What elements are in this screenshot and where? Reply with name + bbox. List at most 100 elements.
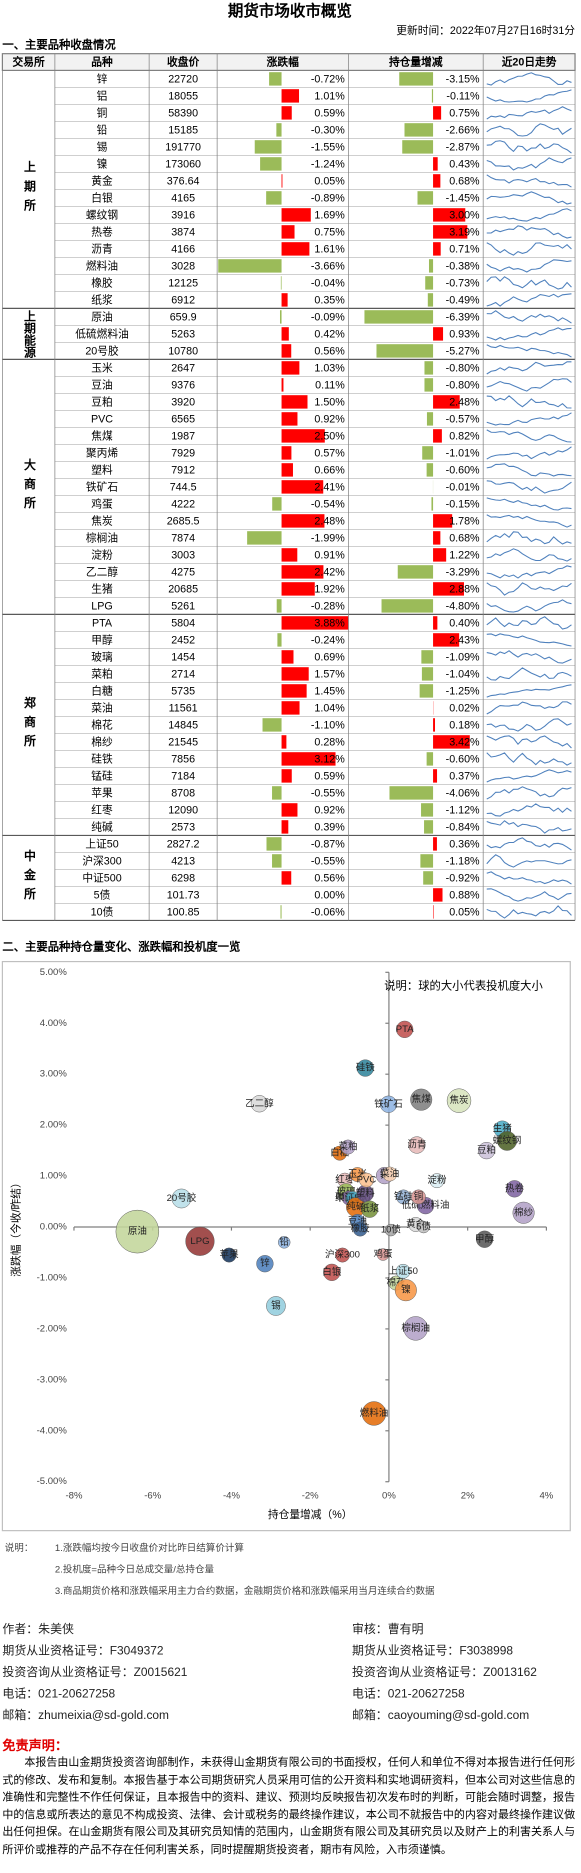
oi-value: 0.93% — [449, 328, 480, 340]
trend-line — [486, 803, 572, 817]
change-value: -0.24% — [311, 634, 345, 646]
x-axis-title: 持仓量增减（%） — [268, 1508, 353, 1521]
bubble-label: 低硫燃料油 — [402, 1199, 450, 1211]
bubble — [250, 1095, 268, 1113]
change-value: 0.05% — [314, 175, 345, 187]
bubble-label: 锡 — [271, 1299, 281, 1311]
change-bar — [281, 871, 292, 885]
product-name: 纯碱 — [91, 820, 113, 833]
oi-value: -2.66% — [446, 124, 480, 136]
oi-value: -1.45% — [446, 192, 480, 204]
change-value: -0.87% — [311, 838, 345, 850]
change-value: 0.56% — [314, 345, 345, 357]
change-value: -1.10% — [311, 719, 345, 731]
change-value: 2.41% — [314, 481, 345, 493]
oi-bar — [424, 820, 434, 834]
trend-line — [486, 548, 572, 562]
trend-line — [486, 735, 572, 749]
product-name: 淀粉 — [91, 548, 113, 561]
bubble — [185, 1226, 215, 1256]
close-price: 3874 — [171, 226, 195, 238]
x-tick-label: 4% — [540, 1491, 554, 1502]
oi-value: 0.71% — [449, 243, 480, 255]
exchange-name: 郑商所 — [22, 696, 36, 754]
oi-bar — [433, 888, 443, 902]
product-name: 锌 — [97, 72, 108, 85]
oi-bar — [433, 174, 441, 188]
product-name: 橡胶 — [91, 276, 113, 289]
y-tick-label: 5.00% — [40, 967, 68, 978]
trend-line — [486, 293, 572, 307]
close-price: 9376 — [171, 379, 195, 391]
product-name: 原油 — [91, 310, 112, 323]
trend-line — [486, 242, 572, 256]
change-bar — [281, 820, 289, 834]
oi-bar — [397, 565, 434, 579]
product-name: 沪深300 — [82, 854, 121, 867]
bubble — [476, 1230, 494, 1248]
close-price: 12125 — [168, 277, 198, 289]
bubble-label: 豆粕 — [477, 1144, 496, 1156]
exchange-name: 大商所 — [22, 458, 36, 516]
close-price: 58390 — [168, 107, 198, 119]
product-name: 苹果 — [91, 786, 113, 799]
trend-line — [486, 191, 572, 205]
close-price: 4275 — [171, 566, 195, 578]
update-time: 更新时间：2022年07月27日16时31分 — [396, 24, 575, 37]
product-name: PVC — [91, 413, 113, 425]
bubble — [417, 1220, 430, 1234]
trend-line — [486, 684, 572, 698]
product-name: 白银 — [91, 191, 113, 204]
oi-value: -2.87% — [446, 141, 480, 153]
trend-line — [486, 514, 572, 528]
trend-line — [486, 327, 572, 341]
oi-bar — [431, 497, 434, 511]
x-tick-label: 0% — [382, 1491, 396, 1502]
change-bar — [281, 242, 310, 256]
oi-value: 0.36% — [449, 838, 480, 850]
change-value: 1.61% — [314, 243, 345, 255]
exchange-name: 中金所 — [22, 849, 36, 907]
product-name: 棉花 — [91, 718, 113, 731]
trend-line — [486, 497, 572, 511]
oi-value: 0.82% — [449, 430, 480, 442]
product-name: 燃料油 — [86, 259, 118, 272]
product-name: 豆粕 — [91, 395, 112, 408]
oi-value: -4.80% — [446, 600, 480, 612]
oi-bar — [433, 106, 442, 120]
change-value: 1.92% — [314, 583, 345, 595]
product-name: 热卷 — [91, 225, 113, 238]
bubble — [352, 1221, 368, 1237]
product-name: 纸浆 — [91, 293, 113, 306]
oi-bar — [427, 293, 434, 307]
oi-bar — [421, 803, 434, 817]
oi-bar — [389, 786, 434, 800]
disclaimer-title: 免责声明： — [2, 1739, 69, 1754]
author-line: 电话：021-20627258 — [2, 1688, 116, 1702]
y-tick-label: -1.00% — [37, 1272, 68, 1283]
section-heading: 二、主要品种持仓量变化、涨跌幅和投机度一览 — [2, 939, 240, 953]
change-value: 0.66% — [314, 464, 345, 476]
oi-bar — [433, 208, 466, 222]
change-value: -0.28% — [311, 600, 345, 612]
close-price: 173060 — [165, 158, 201, 170]
oi-value: 2.48% — [449, 396, 480, 408]
change-value: 0.75% — [314, 226, 345, 238]
oi-bar — [433, 157, 438, 171]
oi-bar — [433, 837, 437, 851]
oi-bar — [433, 531, 441, 545]
oi-value: -1.09% — [446, 651, 480, 663]
bubble-label: 硅铁 — [356, 1062, 376, 1074]
column-header: 涨跌幅 — [266, 55, 299, 68]
trend-line — [486, 106, 572, 120]
report-graphics: 期货市场收市概览 更新时间：2022年07月27日16时31分 一、主要品种收盘… — [1, 1, 576, 1597]
change-bar — [281, 327, 289, 341]
change-value: 0.56% — [314, 872, 345, 884]
close-price: 3916 — [171, 209, 195, 221]
close-price: 3028 — [171, 260, 195, 272]
change-bar — [281, 684, 307, 698]
change-bar — [281, 514, 325, 528]
bubble-label: 铅 — [279, 1236, 289, 1248]
close-price: 8708 — [171, 787, 195, 799]
close-price: 1987 — [171, 430, 195, 442]
